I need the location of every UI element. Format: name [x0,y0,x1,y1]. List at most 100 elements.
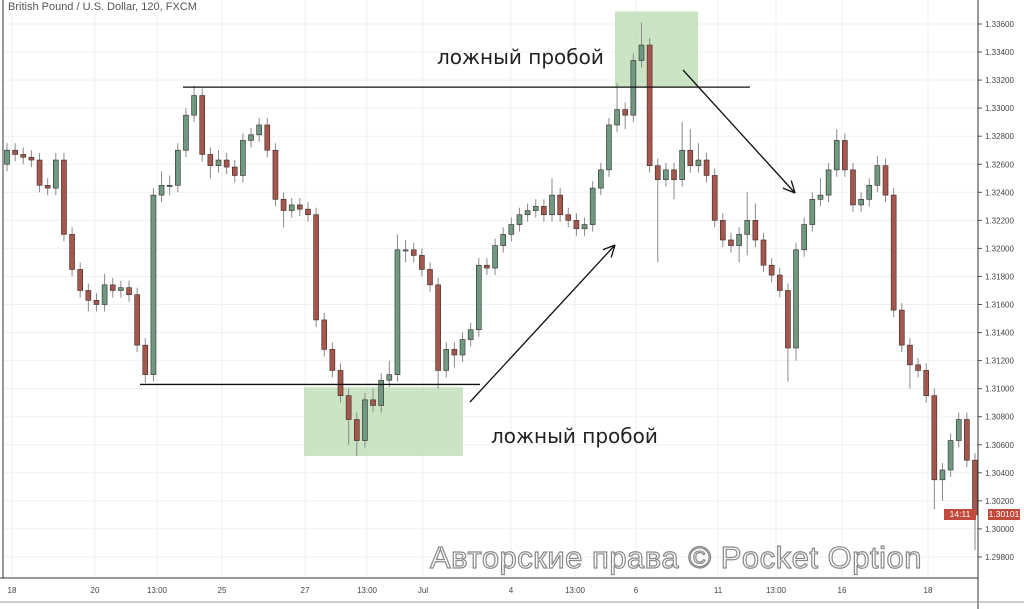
candle-down [126,287,132,295]
y-tick-label: 1.32600 [985,160,1014,169]
candle-up [614,109,620,126]
y-tick-label: 1.30400 [985,469,1014,478]
x-tick-label: 13:00 [357,586,378,595]
candle-down [223,159,230,168]
candle-down [451,349,458,356]
candle-down [931,395,938,481]
candle-down [484,264,490,269]
candle-up [630,60,637,116]
candle-down [842,140,848,171]
y-tick-label: 1.31600 [985,301,1014,310]
candle-down [752,220,759,241]
candle-up [362,399,368,441]
y-tick-label: 1.30200 [985,497,1014,506]
candle-up [166,184,173,187]
candle-down [264,124,271,151]
candle-up [589,187,596,225]
candle-up [508,224,515,235]
candle-down [654,165,661,180]
candle-up [459,339,466,356]
candle-up [866,184,873,200]
x-tick-label: 16 [838,586,847,595]
arrow-down-head [790,180,796,194]
candle-down [703,159,710,176]
candle-up [817,194,824,200]
y-tick-label: 1.32200 [985,216,1014,225]
candle-down [410,249,417,256]
x-tick-label: 13:00 [565,586,586,595]
y-tick-label: 1.31400 [985,329,1014,338]
candle-down [573,220,580,230]
candle-down [44,184,51,189]
candle-down [890,194,897,311]
y-tick-label: 1.32800 [985,132,1014,141]
countdown-label: 14:11 [944,509,976,520]
candle-down [720,220,726,241]
candle-up [443,349,450,371]
last-price-label: 1.30101 [988,509,1020,520]
candle-down [776,274,783,291]
candle-down [435,284,441,371]
candle-down [207,154,214,166]
x-tick-label: Jul [418,586,428,595]
candle-up [183,114,189,151]
candle-up [4,149,10,165]
candle-up [549,194,555,216]
watermark: Авторские права © Pocket Option [429,539,922,575]
candle-down [337,370,344,396]
candle-up [215,159,222,166]
candle-up [801,224,807,251]
candle-up [825,169,832,196]
candle-up [939,469,946,481]
candle-down [915,364,921,371]
x-tick-label: 27 [301,586,310,595]
y-tick-label: 1.32000 [985,244,1014,253]
candle-up [679,149,685,180]
candle-up [663,169,669,180]
annotation-bottom-false-breakout: ложный пробой [491,424,658,448]
candle-up [158,184,165,196]
candle-down [28,156,35,161]
candle-up [500,234,507,246]
grid [4,0,978,578]
candle-up [475,264,482,331]
candle-up [492,245,498,269]
x-tick-label: 13:00 [147,586,168,595]
candles [4,22,978,550]
annotation-lines [140,69,978,516]
candle-up [955,419,962,441]
candle-up [581,224,588,230]
arrow-up-head [602,244,616,251]
candle-down [69,234,75,270]
x-tick-label: 4 [509,586,514,595]
candle-down [305,208,311,216]
candle-down [231,166,238,176]
candle-down [711,175,718,221]
x-tick-label: 25 [218,586,227,595]
candle-up [118,287,124,291]
candle-down [768,264,775,276]
candle-down [134,294,140,346]
candle-down [907,344,913,366]
candle-up [467,329,474,340]
candle-down [557,194,563,216]
candle-up [532,206,539,211]
candle-down [109,284,116,291]
y-tick-label: 1.31000 [985,385,1014,394]
candle-up [248,134,254,141]
candle-down [345,395,352,420]
candle-up [288,204,295,211]
candle-up [150,194,157,375]
candle-up [394,249,401,375]
candle-up [175,149,181,186]
candle-up [638,44,645,61]
candle-up [53,159,59,189]
candle-down [77,269,84,291]
candle-down [541,206,547,216]
candle-down [297,204,303,210]
candle-down [671,169,677,180]
x-tick-label: 18 [8,586,17,595]
candle-up [858,199,864,206]
candle-down [565,214,572,221]
annotation-top-false-breakout: ложный пробой [437,45,604,69]
